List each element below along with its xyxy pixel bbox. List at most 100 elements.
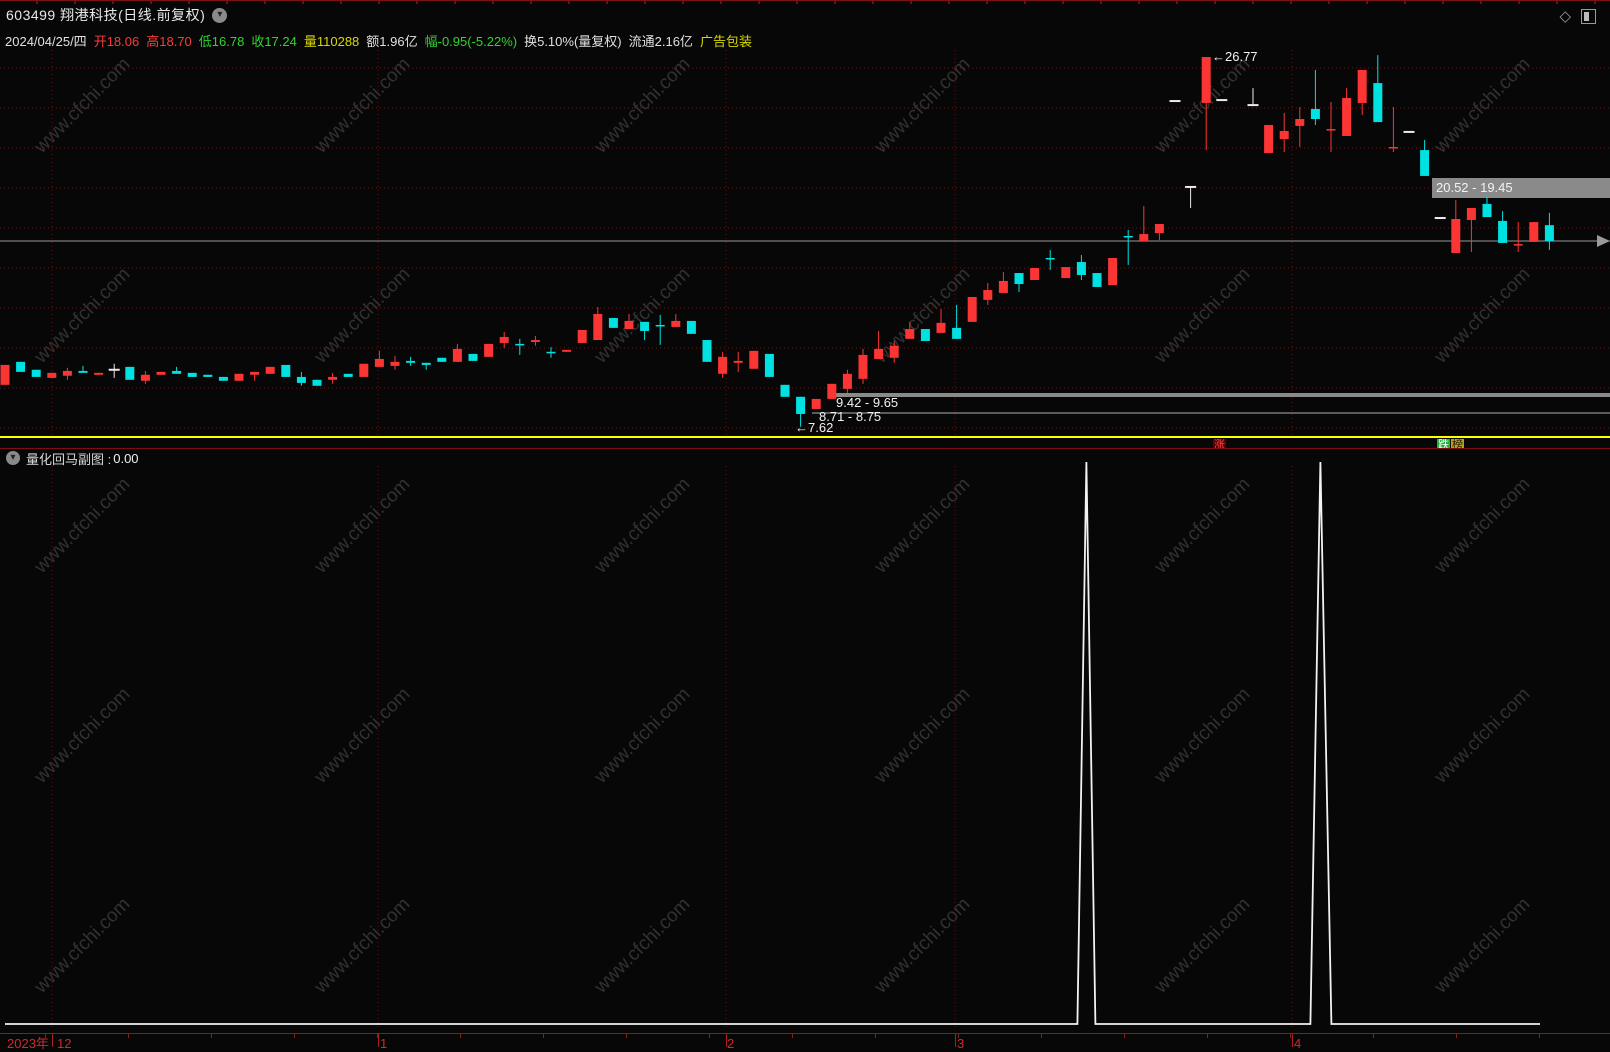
candle-body[interactable] <box>562 349 572 352</box>
candle-body[interactable] <box>1061 267 1071 279</box>
candle-body[interactable] <box>1045 257 1055 260</box>
candle-body[interactable] <box>172 370 182 374</box>
candle-body[interactable] <box>1466 207 1476 220</box>
candle-body[interactable] <box>593 313 603 341</box>
candle-body[interactable] <box>967 296 977 322</box>
candle-body[interactable] <box>889 345 899 358</box>
candle-body[interactable] <box>702 340 712 362</box>
sub-collapse-icon[interactable]: ▾ <box>6 451 20 465</box>
candle-body[interactable] <box>343 373 353 377</box>
candle-body[interactable] <box>1451 218 1461 253</box>
candle-body[interactable] <box>733 360 743 363</box>
candle-body[interactable] <box>31 369 41 377</box>
candle-body[interactable] <box>1482 203 1492 218</box>
candle-body[interactable] <box>936 322 946 333</box>
candle-body[interactable] <box>1264 124 1274 153</box>
candle-body[interactable] <box>437 357 447 362</box>
candle-body[interactable] <box>1420 150 1430 176</box>
candle-body[interactable] <box>920 329 930 341</box>
candle-body[interactable] <box>94 372 104 375</box>
candle-body[interactable] <box>530 340 540 342</box>
candle-body[interactable] <box>811 398 821 409</box>
candle-body[interactable] <box>1295 118 1305 126</box>
candle-body[interactable] <box>1513 244 1523 246</box>
candle-body[interactable] <box>780 384 790 397</box>
candle-body[interactable] <box>577 329 587 343</box>
candle-body[interactable] <box>296 376 306 383</box>
candle-body[interactable] <box>1310 108 1320 119</box>
candle-body[interactable] <box>421 362 431 365</box>
candle-body[interactable] <box>468 353 478 361</box>
candle-body[interactable] <box>281 364 291 377</box>
candle-body[interactable] <box>47 372 57 378</box>
candle-body[interactable] <box>62 370 72 376</box>
candle-body[interactable] <box>1388 146 1398 149</box>
candle-body[interactable] <box>0 364 10 385</box>
candle-body[interactable] <box>265 366 275 374</box>
candle-body[interactable] <box>546 351 556 354</box>
sub-indicator-header[interactable]: ▾ 量化回马副图 : 0.00 <box>0 448 1610 467</box>
candle-body[interactable] <box>1014 273 1024 285</box>
candle-body[interactable] <box>749 350 759 369</box>
candle-body[interactable] <box>203 374 213 377</box>
candle-body[interactable] <box>1373 83 1383 123</box>
candle-body[interactable] <box>858 354 868 379</box>
candle-body[interactable] <box>983 290 993 300</box>
candle-body[interactable] <box>390 361 400 366</box>
candle-body[interactable] <box>16 361 26 372</box>
candle-body[interactable] <box>655 324 665 327</box>
candle-body[interactable] <box>125 366 135 380</box>
candle-body[interactable] <box>624 320 634 330</box>
candle-body[interactable] <box>1076 262 1086 275</box>
signal-line[interactable] <box>5 461 1540 1025</box>
candle-body[interactable] <box>484 343 494 357</box>
candle-body[interactable] <box>1544 225 1554 241</box>
candle-body[interactable] <box>156 371 166 375</box>
candle-body[interactable] <box>499 336 509 343</box>
candle-body[interactable] <box>1123 235 1133 238</box>
candle-body[interactable] <box>187 372 197 377</box>
candle-body[interactable] <box>952 327 962 339</box>
candle-body[interactable] <box>998 280 1008 293</box>
title-collapse-icon[interactable]: ▾ <box>212 7 228 23</box>
candle-body[interactable] <box>905 329 915 339</box>
candle-body[interactable] <box>359 363 369 377</box>
diamond-icon[interactable]: ◇ <box>1559 8 1571 25</box>
candle-body[interactable] <box>1108 257 1118 286</box>
candle-body[interactable] <box>718 356 728 374</box>
candle-body[interactable] <box>764 353 774 377</box>
candle-body[interactable] <box>842 373 852 389</box>
candle-body[interactable] <box>1139 234 1149 241</box>
candle-body[interactable] <box>874 348 884 359</box>
candle-body[interactable] <box>827 383 837 399</box>
candle-body[interactable] <box>1529 222 1539 242</box>
candle-body[interactable] <box>328 376 338 380</box>
candle-body[interactable] <box>250 371 260 375</box>
candle-body[interactable] <box>671 320 681 327</box>
fall-board-link[interactable]: 跌 <box>1437 439 1450 448</box>
candle-body[interactable] <box>1030 268 1040 280</box>
candle-body[interactable] <box>1154 224 1164 234</box>
rank-board-link[interactable]: 榜 <box>1451 439 1464 448</box>
candle-body[interactable] <box>1326 129 1336 131</box>
candle-body[interactable] <box>1092 273 1102 287</box>
candle-body[interactable] <box>78 370 88 373</box>
ad-link[interactable]: 广告包装 <box>699 34 752 49</box>
candle-body[interactable] <box>1279 130 1289 140</box>
candle-body[interactable] <box>1201 57 1211 103</box>
candle-body[interactable] <box>1498 220 1508 243</box>
candle-body[interactable] <box>312 379 322 386</box>
rise-board-link[interactable]: 涨 <box>1213 439 1226 448</box>
candle-body[interactable] <box>374 358 384 367</box>
candle-body[interactable] <box>640 321 650 331</box>
panel-splitter[interactable] <box>0 436 1610 438</box>
candle-body[interactable] <box>452 348 462 362</box>
candle-body[interactable] <box>686 320 696 334</box>
candle-body[interactable] <box>1342 97 1352 136</box>
candle-body[interactable] <box>406 360 416 363</box>
candle-body[interactable] <box>140 374 150 381</box>
candle-body[interactable] <box>608 318 618 328</box>
panel-layout-icon[interactable] <box>1581 8 1596 24</box>
candle-body[interactable] <box>234 373 244 381</box>
